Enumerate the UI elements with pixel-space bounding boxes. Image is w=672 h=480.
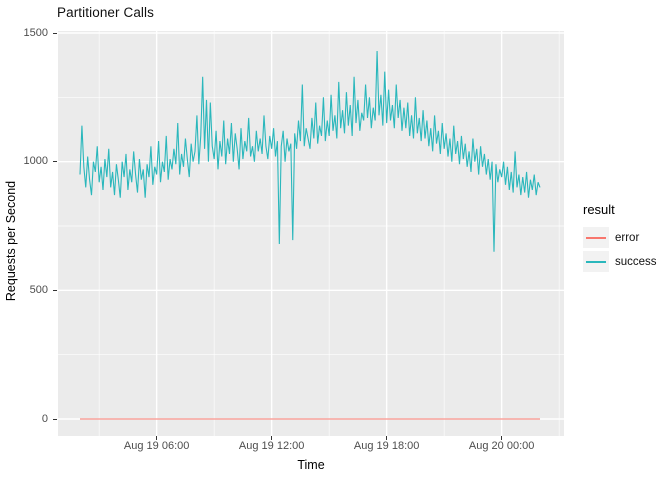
x-tick-mark (271, 436, 273, 440)
x-tick-label: Aug 19 06:00 (123, 440, 190, 452)
legend-entry-error: error (583, 227, 657, 248)
x-axis-title: Time (297, 458, 325, 472)
legend-keyline-error (586, 236, 606, 239)
y-tick-mark (53, 418, 57, 420)
legend-label-success: success (615, 255, 657, 268)
y-tick-label: 0 (41, 412, 48, 425)
x-tick-label: Aug 19 18:00 (353, 440, 420, 452)
plot-title: Partitioner Calls (57, 5, 154, 20)
legend-keyline-success (586, 260, 606, 263)
legend-key-error (583, 227, 609, 248)
legend-label-error: error (615, 231, 640, 244)
y-tick-label: 1500 (23, 26, 48, 39)
x-tick-label: Aug 20 00:00 (468, 440, 535, 452)
success-line (79, 50, 541, 252)
x-tick-mark (156, 436, 158, 440)
y-tick-label: 500 (29, 283, 48, 296)
y-tick-mark (53, 161, 57, 163)
y-axis-title: Requests per Second (4, 180, 18, 302)
legend: result error success (583, 202, 657, 275)
legend-entry-success: success (583, 251, 657, 272)
plot-area (58, 31, 564, 436)
x-tick-mark (501, 436, 503, 440)
y-tick-label: 1000 (23, 155, 48, 168)
x-tick-label: Aug 19 12:00 (238, 440, 305, 452)
legend-key-success (583, 251, 609, 272)
x-tick-mark (386, 436, 388, 440)
legend-title: result (583, 202, 615, 217)
y-tick-mark (53, 289, 57, 292)
y-tick-mark (53, 32, 57, 34)
chart-canvas (58, 31, 564, 436)
